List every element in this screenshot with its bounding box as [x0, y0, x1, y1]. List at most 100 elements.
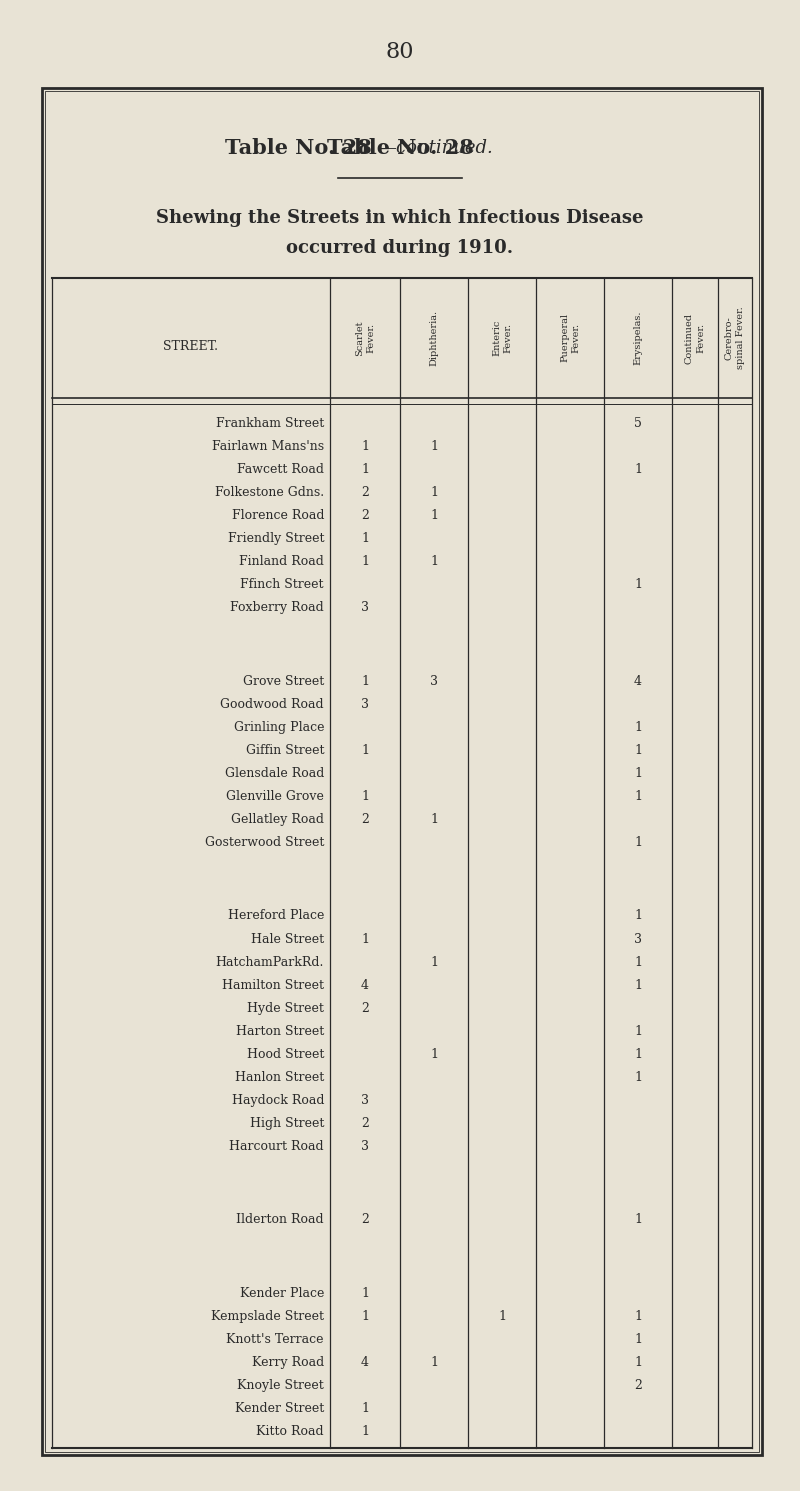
Text: 3: 3	[430, 675, 438, 687]
Text: 1: 1	[634, 978, 642, 992]
Text: Continued
Fever.: Continued Fever.	[685, 313, 705, 364]
Text: 1: 1	[634, 464, 642, 476]
Text: Goodwood Road: Goodwood Road	[220, 698, 324, 711]
Text: Shewing the Streets in which Infectious Disease: Shewing the Streets in which Infectious …	[156, 209, 644, 227]
Text: Enteric
Fever.: Enteric Fever.	[492, 319, 512, 356]
Text: 1: 1	[634, 1333, 642, 1346]
Text: Florence Road: Florence Road	[231, 508, 324, 522]
Text: Friendly Street: Friendly Street	[227, 532, 324, 546]
Text: 1: 1	[361, 532, 369, 546]
Text: Glenville Grove: Glenville Grove	[226, 790, 324, 802]
Text: 2: 2	[361, 486, 369, 499]
Text: Finland Road: Finland Road	[239, 555, 324, 568]
Text: 1: 1	[634, 790, 642, 802]
Text: 2: 2	[361, 1002, 369, 1014]
Text: 3: 3	[361, 1093, 369, 1106]
Text: Hereford Place: Hereford Place	[228, 910, 324, 923]
Text: Hood Street: Hood Street	[246, 1048, 324, 1060]
Text: 1: 1	[361, 464, 369, 476]
Text: Gosterwood Street: Gosterwood Street	[205, 836, 324, 848]
Text: Kender Street: Kender Street	[234, 1402, 324, 1415]
Text: 1: 1	[634, 1071, 642, 1084]
Text: 2: 2	[361, 508, 369, 522]
Text: Gellatley Road: Gellatley Road	[231, 813, 324, 826]
Text: Glensdale Road: Glensdale Road	[225, 766, 324, 780]
Text: 1: 1	[361, 555, 369, 568]
Text: 1: 1	[430, 813, 438, 826]
Text: 3: 3	[361, 601, 369, 614]
Text: 1: 1	[430, 508, 438, 522]
Text: 1: 1	[634, 1311, 642, 1323]
Text: 1: 1	[634, 910, 642, 923]
Text: Ffinch Street: Ffinch Street	[241, 579, 324, 590]
Text: 4: 4	[361, 1355, 369, 1369]
Text: Table No. 28  —continued.: Table No. 28 —continued.	[269, 139, 531, 157]
Text: Knott's Terrace: Knott's Terrace	[226, 1333, 324, 1346]
Text: 1: 1	[634, 1024, 642, 1038]
Text: 1: 1	[634, 1355, 642, 1369]
Text: 1: 1	[430, 1355, 438, 1369]
Text: Scarlet
Fever.: Scarlet Fever.	[355, 321, 375, 356]
Text: 1: 1	[361, 1402, 369, 1415]
Text: 1: 1	[361, 744, 369, 757]
Text: Haydock Road: Haydock Road	[231, 1093, 324, 1106]
Text: 1: 1	[361, 1311, 369, 1323]
Text: Table No. 28: Table No. 28	[226, 139, 372, 158]
Text: 1: 1	[361, 932, 369, 945]
Text: 1: 1	[361, 440, 369, 453]
Text: 1: 1	[634, 579, 642, 590]
Text: 4: 4	[634, 675, 642, 687]
Text: 1: 1	[430, 555, 438, 568]
Text: 3: 3	[634, 932, 642, 945]
Text: Table No. 28: Table No. 28	[326, 139, 474, 158]
Text: 1: 1	[634, 1214, 642, 1226]
Text: Harcourt Road: Harcourt Road	[230, 1139, 324, 1153]
Text: 1: 1	[634, 766, 642, 780]
Text: 1: 1	[430, 956, 438, 969]
Text: Erysipelas.: Erysipelas.	[634, 310, 642, 365]
Text: Hale Street: Hale Street	[251, 932, 324, 945]
Text: 3: 3	[361, 698, 369, 711]
Text: 1: 1	[430, 440, 438, 453]
Text: Ilderton Road: Ilderton Road	[236, 1214, 324, 1226]
Text: Hyde Street: Hyde Street	[247, 1002, 324, 1014]
Text: Folkestone Gdns.: Folkestone Gdns.	[215, 486, 324, 499]
Text: Frankham Street: Frankham Street	[216, 417, 324, 429]
Text: Kempslade Street: Kempslade Street	[211, 1311, 324, 1323]
Text: Kender Place: Kender Place	[240, 1287, 324, 1300]
Text: Hamilton Street: Hamilton Street	[222, 978, 324, 992]
Text: 1: 1	[361, 675, 369, 687]
Text: 2: 2	[361, 1214, 369, 1226]
Text: Puerperal
Fever.: Puerperal Fever.	[560, 313, 580, 362]
Text: 80: 80	[386, 40, 414, 63]
Text: Hanlon Street: Hanlon Street	[234, 1071, 324, 1084]
Text: 2: 2	[634, 1379, 642, 1393]
Text: occurred during 1910.: occurred during 1910.	[286, 239, 514, 256]
Text: 1: 1	[634, 836, 642, 848]
Text: 1: 1	[634, 720, 642, 734]
Bar	[45, 91, 759, 1452]
Text: 5: 5	[634, 417, 642, 429]
Text: Fairlawn Mans'ns: Fairlawn Mans'ns	[212, 440, 324, 453]
Text: 2: 2	[361, 813, 369, 826]
Text: Fawcett Road: Fawcett Road	[237, 464, 324, 476]
Text: 2: 2	[361, 1117, 369, 1130]
Text: Foxberry Road: Foxberry Road	[230, 601, 324, 614]
Text: 1: 1	[361, 790, 369, 802]
Text: Cerebro-
spinal Fever.: Cerebro- spinal Fever.	[725, 307, 745, 370]
Text: 1: 1	[361, 1287, 369, 1300]
Text: 1: 1	[634, 744, 642, 757]
Text: 1: 1	[430, 486, 438, 499]
Text: Diphtheria.: Diphtheria.	[430, 310, 438, 367]
Text: Harton Street: Harton Street	[236, 1024, 324, 1038]
Text: Grinling Place: Grinling Place	[234, 720, 324, 734]
Text: Kerry Road: Kerry Road	[252, 1355, 324, 1369]
Text: 4: 4	[361, 978, 369, 992]
Text: 1: 1	[361, 1425, 369, 1437]
Text: Knoyle Street: Knoyle Street	[238, 1379, 324, 1393]
Text: Grove Street: Grove Street	[242, 675, 324, 687]
Text: 1: 1	[634, 1048, 642, 1060]
Text: 1: 1	[498, 1311, 506, 1323]
Text: HatchamParkRd.: HatchamParkRd.	[216, 956, 324, 969]
Text: 1: 1	[430, 1048, 438, 1060]
